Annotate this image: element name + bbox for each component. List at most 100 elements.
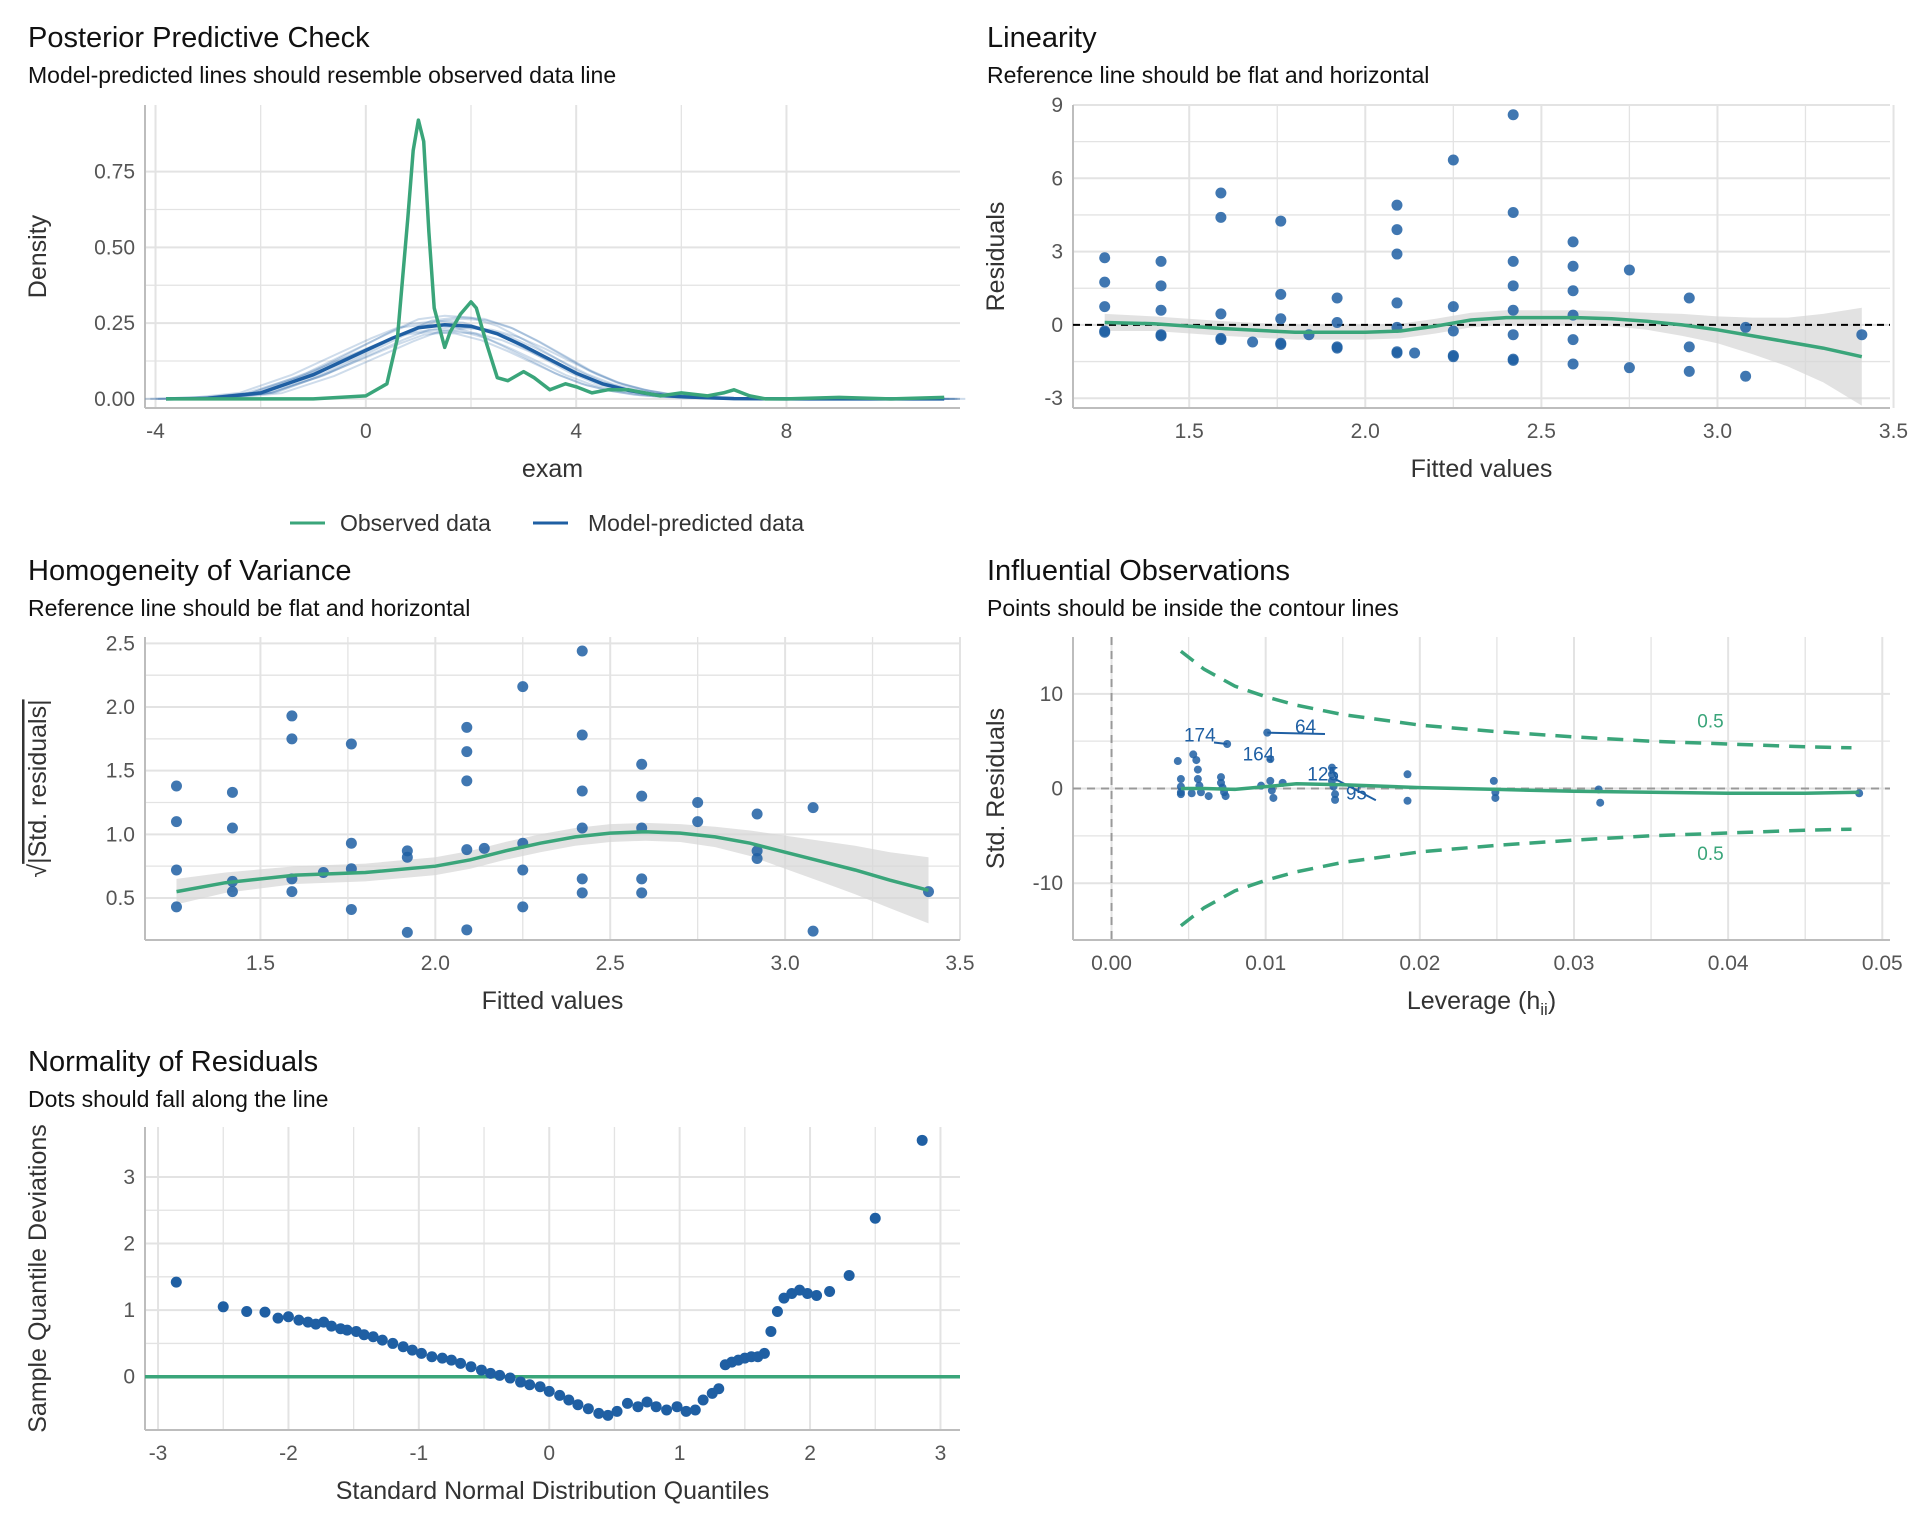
data-point (461, 746, 473, 758)
data-point (611, 1405, 623, 1417)
data-point (401, 851, 413, 863)
data-point (1187, 789, 1196, 798)
data-point (1567, 260, 1579, 272)
data-point (445, 1354, 457, 1366)
data-point (376, 1334, 388, 1346)
data-point (1567, 358, 1579, 370)
data-point (170, 901, 182, 913)
data-point (1196, 788, 1205, 797)
y-tick-label: -3 (1044, 387, 1063, 410)
point-label: 174 (1184, 726, 1216, 747)
legend: Observed data Model-predicted data (290, 510, 804, 536)
y-tick-label: 3 (123, 1166, 135, 1189)
data-point (758, 1347, 770, 1359)
observed-series-line (166, 118, 945, 401)
x-axis-title: Fitted values (482, 987, 624, 1015)
data-point (170, 780, 182, 792)
data-point (226, 786, 238, 798)
data-point (1447, 154, 1459, 166)
y-tick-label: 1 (123, 1299, 135, 1322)
data-point (1403, 770, 1412, 779)
data-point (771, 1305, 783, 1317)
x-axis-title-subscript: ii (1540, 1000, 1548, 1019)
y-tick-label: -10 (1033, 872, 1063, 895)
x-tick-label: 2.0 (1351, 420, 1380, 443)
data-point (226, 822, 238, 834)
data-point (455, 1357, 467, 1369)
data-point (1596, 798, 1605, 807)
radical-sign: √ (24, 864, 52, 878)
influential-subtitle: Points should be inside the contour line… (987, 595, 1399, 621)
y-axis-title: Residuals (982, 202, 1010, 312)
linearity-title: Linearity (987, 22, 1097, 54)
data-point (170, 1276, 182, 1288)
data-point (1155, 330, 1167, 342)
data-point (415, 1347, 427, 1359)
x-tick-label: 8 (781, 420, 793, 443)
x-tick-label: 0.01 (1245, 952, 1286, 975)
data-point (1507, 354, 1519, 366)
y-axis-title-text: √|Std. residuals| (24, 699, 52, 877)
data-point (1331, 790, 1340, 799)
data-point (1740, 370, 1752, 382)
data-point (843, 1270, 855, 1282)
data-point (563, 1394, 575, 1406)
data-point (1331, 342, 1343, 354)
data-point (475, 1364, 487, 1376)
data-point (1155, 280, 1167, 292)
x-axis-title: Leverage (hii) (1407, 987, 1556, 1019)
x-tick-label: 1.5 (1175, 420, 1204, 443)
data-point (650, 1401, 662, 1413)
data-point (576, 822, 588, 834)
data-point (636, 873, 648, 885)
data-point (1275, 288, 1287, 300)
data-point (170, 864, 182, 876)
legend-predicted-label: Model-predicted data (588, 510, 804, 536)
data-point (751, 808, 763, 820)
data-point (341, 1324, 353, 1336)
x-axis-title: Standard Normal Distribution Quantiles (336, 1477, 770, 1505)
x-tick-label: 3.5 (945, 952, 974, 975)
data-point (801, 1287, 813, 1299)
data-point (1391, 248, 1403, 260)
data-point (1391, 199, 1403, 211)
data-point (1331, 316, 1343, 328)
contour-label: 0.5 (1697, 844, 1723, 865)
data-point (1192, 756, 1201, 765)
point-label: 164 (1243, 744, 1275, 765)
data-point (602, 1409, 614, 1421)
x-axis-title-end: ) (1548, 987, 1556, 1015)
data-point (1623, 362, 1635, 374)
data-point (1176, 775, 1185, 784)
data-point (692, 797, 704, 809)
data-point (517, 864, 529, 876)
data-point (517, 901, 529, 913)
contour-label: 0.5 (1697, 711, 1723, 732)
homogeneity-subtitle: Reference line should be flat and horizo… (28, 595, 471, 621)
data-point (680, 1405, 692, 1417)
data-point (1267, 786, 1276, 795)
data-point (465, 1361, 477, 1373)
point-label: 64 (1295, 717, 1317, 738)
data-point (1507, 304, 1519, 316)
normality-title: Normality of Residuals (28, 1046, 319, 1078)
data-point (576, 645, 588, 657)
data-point (1176, 790, 1185, 799)
data-point (1266, 776, 1275, 785)
data-point (689, 1404, 701, 1416)
smooth-line (176, 830, 929, 894)
data-point (494, 1369, 506, 1381)
y-tick-label: 0.5 (106, 887, 135, 910)
x-tick-label: -3 (149, 1442, 168, 1465)
data-point (636, 790, 648, 802)
x-axis-title-main: Leverage (h (1407, 987, 1540, 1015)
label-leader-line (1266, 758, 1273, 763)
x-tick-label: 2 (804, 1442, 816, 1465)
y-axis-title: Sample Quantile Deviations (24, 1124, 52, 1433)
data-point (576, 873, 588, 885)
y-axis-title: Density (24, 214, 52, 298)
y-tick-label: 6 (1051, 167, 1063, 190)
data-point (1247, 336, 1259, 348)
data-point (641, 1396, 653, 1408)
point-label: 125 (1307, 764, 1339, 785)
